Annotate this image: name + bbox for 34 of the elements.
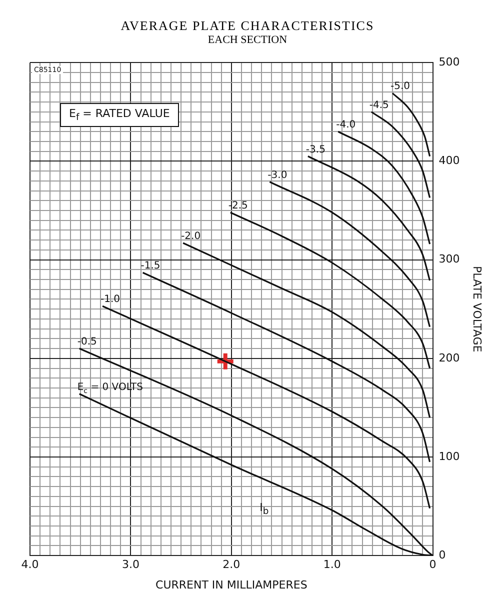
y-tick-label: 200 — [438, 351, 460, 364]
x-axis-title: CURRENT IN MILLIAMPERES — [156, 578, 308, 592]
line-series — [142, 272, 431, 463]
line-series — [392, 92, 431, 158]
annotation: I$_{b}$ — [260, 501, 269, 518]
y-tick-label: 100 — [438, 450, 460, 463]
series-label: -1.0 — [100, 294, 120, 306]
series-label: -2.0 — [181, 231, 201, 242]
x-tick-label: 3.0 — [122, 558, 140, 572]
line-series — [268, 181, 431, 328]
x-tick-label: 4.0 — [21, 558, 39, 572]
line-series — [230, 212, 431, 370]
series-label: -3.0 — [268, 170, 288, 181]
y-tick-label: 500 — [438, 55, 460, 68]
x-tick-label: 2.0 — [222, 558, 240, 572]
series-label: -4.0 — [336, 120, 356, 131]
y-axis-title: PLATE VOLTAGE — [470, 266, 484, 352]
series-label: -5.0 — [390, 81, 410, 92]
series-label: -3.5 — [306, 144, 326, 156]
chart-title: AVERAGE PLATE CHARACTERISTICS — [120, 18, 376, 34]
x-tick-label: 0 — [429, 558, 436, 572]
y-tick-label: 400 — [438, 154, 460, 168]
line-series — [337, 130, 431, 245]
series-label: -0.5 — [77, 336, 97, 348]
x-tick-label: 1.0 — [323, 558, 341, 572]
series-label: -1.5 — [140, 260, 160, 272]
line-series — [182, 242, 431, 418]
line-series — [370, 111, 431, 198]
y-tick-label: 0 — [438, 548, 446, 562]
chart-subtitle: EACH SECTION — [206, 34, 288, 46]
annotation: E$_{f}$ = RATED VALUE — [60, 102, 179, 127]
series-label: -4.5 — [369, 100, 389, 111]
line-series — [307, 155, 431, 282]
y-tick-label: 300 — [438, 252, 460, 266]
